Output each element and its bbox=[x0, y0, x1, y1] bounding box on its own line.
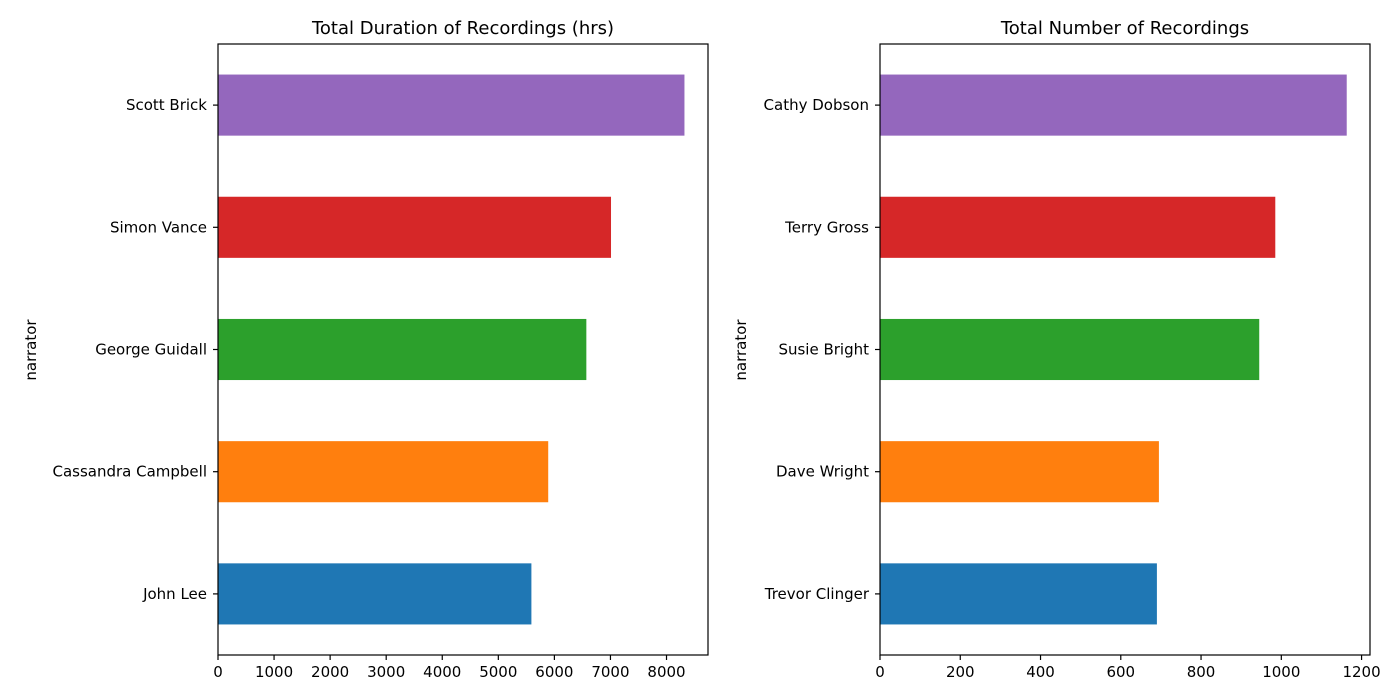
count-x-tick-label: 800 bbox=[1187, 663, 1216, 681]
count-x-tick-label: 1000 bbox=[1262, 663, 1300, 681]
duration-plot-frame bbox=[217, 43, 709, 656]
count-plot-frame bbox=[879, 43, 1371, 656]
duration-bar bbox=[218, 74, 685, 136]
count-category-labels: Trevor Clinger Dave Wright Susie Bright Ter… bbox=[764, 96, 870, 603]
count-x-tick-label: 1200 bbox=[1342, 663, 1380, 681]
count-x-tick-label: 0 bbox=[875, 663, 885, 681]
duration-x-tick-label: 2000 bbox=[311, 663, 349, 681]
count-bar bbox=[880, 318, 1260, 381]
duration-x-tick-label: 0 bbox=[213, 663, 223, 681]
duration-category-label: John Lee bbox=[142, 585, 207, 603]
duration-x-tick-label: 1000 bbox=[255, 663, 293, 681]
count-x-tick-label: 400 bbox=[1026, 663, 1055, 681]
count-chart-title: Total Number of Recordings bbox=[1000, 18, 1249, 39]
duration-chart-panel: Total Duration of Recordings (hrs) narra… bbox=[22, 18, 709, 681]
count-bar bbox=[880, 441, 1159, 503]
count-x-ticks: 0 200 400 600 800 1000 1200 bbox=[875, 104, 1381, 681]
count-category-label: Cathy Dobson bbox=[764, 96, 869, 114]
duration-chart-ylabel: narrator bbox=[22, 319, 40, 381]
count-bar bbox=[880, 563, 1157, 625]
count-category-label: Dave Wright bbox=[776, 463, 869, 481]
duration-x-tick-label: 3000 bbox=[367, 663, 405, 681]
duration-bars bbox=[218, 74, 685, 625]
count-chart-panel: Total Number of Recordings narrator Trev… bbox=[732, 18, 1381, 681]
duration-x-tick-label: 5000 bbox=[479, 663, 517, 681]
duration-x-tick-label: 8000 bbox=[647, 663, 685, 681]
count-bar bbox=[880, 196, 1276, 258]
count-x-tick-label: 200 bbox=[946, 663, 975, 681]
duration-chart-title: Total Duration of Recordings (hrs) bbox=[311, 18, 614, 39]
duration-category-label: George Guidall bbox=[95, 341, 207, 359]
count-bar bbox=[880, 74, 1347, 136]
duration-x-ticks: 0 1000 2000 3000 4000 5000 6000 7000 8000 bbox=[213, 104, 686, 681]
duration-bar bbox=[218, 441, 549, 503]
count-category-label: Susie Bright bbox=[778, 341, 869, 359]
count-category-label: Terry Gross bbox=[784, 218, 869, 236]
duration-x-tick-label: 7000 bbox=[591, 663, 629, 681]
duration-x-tick-label: 6000 bbox=[535, 663, 573, 681]
count-x-tick-label: 600 bbox=[1106, 663, 1135, 681]
duration-category-label: Cassandra Campbell bbox=[52, 463, 207, 481]
duration-bar bbox=[218, 196, 612, 258]
count-bars bbox=[880, 74, 1347, 625]
duration-category-label: Scott Brick bbox=[126, 96, 207, 114]
duration-category-labels: John Lee Cassandra Campbell George Guidall… bbox=[52, 96, 207, 603]
count-chart-ylabel: narrator bbox=[732, 319, 750, 381]
duration-category-label: Simon Vance bbox=[110, 218, 207, 236]
duration-bar bbox=[218, 318, 587, 381]
duration-bar bbox=[218, 563, 532, 625]
duration-x-tick-label: 4000 bbox=[423, 663, 461, 681]
count-category-label: Trevor Clinger bbox=[764, 585, 870, 603]
